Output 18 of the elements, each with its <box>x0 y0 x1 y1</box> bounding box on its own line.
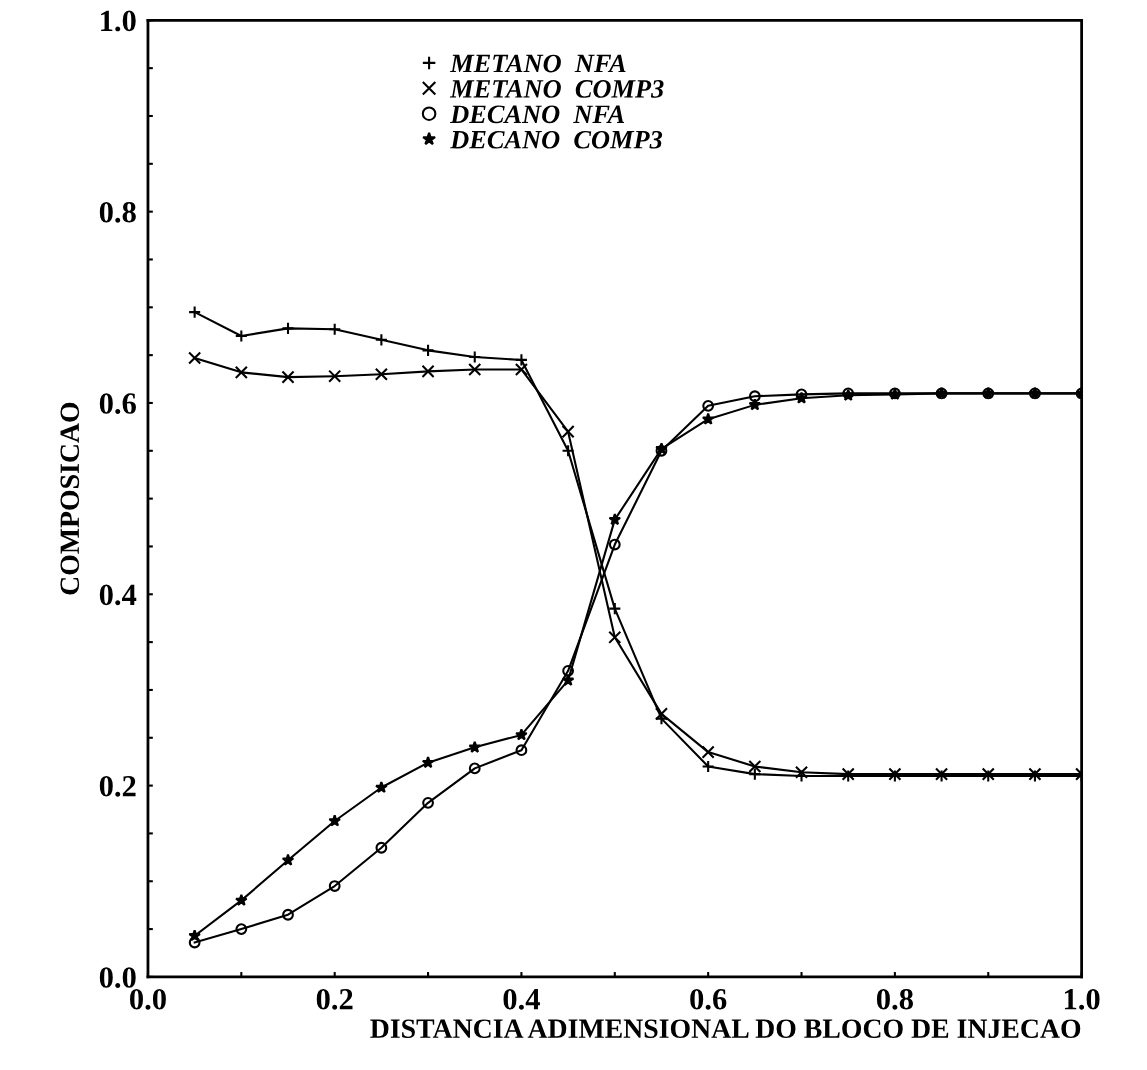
x-tick-label: 0.6 <box>690 988 727 1010</box>
legend-label: METANO COMP3 <box>449 80 664 98</box>
y-tick-label: 0.4 <box>99 584 137 606</box>
legend-label: DECANO NFA <box>450 105 625 124</box>
y-tick-label: 0.0 <box>99 967 136 988</box>
y-tick-label: 1.0 <box>101 10 136 32</box>
legend-label: METANO NFA <box>449 54 626 73</box>
x-tick-label: 0.8 <box>876 988 913 1010</box>
x-tick-label: 0.2 <box>316 988 353 1010</box>
x-axis-title: DISTANCIA ADIMENSIONAL DO BLOCO DE INJECAO <box>370 1019 1081 1039</box>
y-tick-label: 0.8 <box>99 201 136 223</box>
x-tick-label: 1.0 <box>1064 988 1100 1010</box>
x-tick-label: 0.0 <box>130 988 166 1010</box>
x-tick-label: 0.4 <box>503 988 540 1010</box>
legend-label: DECANO COMP3 <box>450 130 663 149</box>
y-tick-label: 0.6 <box>99 393 136 414</box>
y-tick-label: 0.2 <box>99 775 136 797</box>
y-axis-title: COMPOSICAO <box>60 402 80 595</box>
